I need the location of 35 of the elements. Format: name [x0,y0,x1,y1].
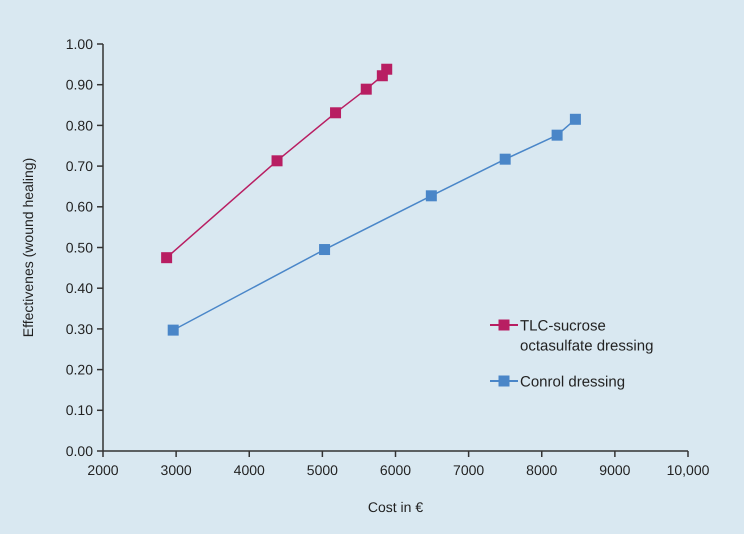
x-tick-label: 3000 [160,462,192,478]
legend-label: Conrol dressing [520,373,626,390]
y-tick-label: 0.80 [66,117,94,134]
y-tick-label: 0.00 [66,442,94,459]
point [552,130,563,141]
point [426,190,437,202]
point [319,244,330,256]
x-tick-label: 9000 [599,462,631,478]
y-tick-label: 1.00 [66,36,94,52]
y-tick-label: 0.30 [66,320,94,337]
x-tick-label: 5000 [306,462,338,478]
x-tick-label: 6000 [380,462,412,478]
y-tick-label: 0.70 [66,158,94,174]
point [570,114,581,125]
y-tick-label: 0.40 [66,280,94,296]
y-tick-label: 0.90 [66,76,94,93]
x-tick-label: 7000 [453,462,484,478]
x-tick-label: 8000 [526,462,558,478]
x-tick-label: 10,000 [666,462,710,478]
point [360,84,372,95]
legend-label: TLC-sucrose octasulfate dressing [520,317,654,354]
y-axis-title: Effectivenes (wound healing) [20,158,36,338]
point [381,64,392,75]
y-tick-label: 0.10 [66,402,94,418]
y-tick-label: 0.60 [66,198,94,215]
x-tick-label: 4000 [234,462,266,478]
point [161,252,172,264]
point [330,107,342,118]
x-axis-title: Cost in € [368,499,424,515]
point [272,155,283,166]
y-tick-label: 0.50 [66,239,94,256]
point [168,324,179,336]
x-tick-label: 2000 [87,462,119,478]
y-tick-label: 0.20 [66,362,94,378]
point [500,154,511,165]
